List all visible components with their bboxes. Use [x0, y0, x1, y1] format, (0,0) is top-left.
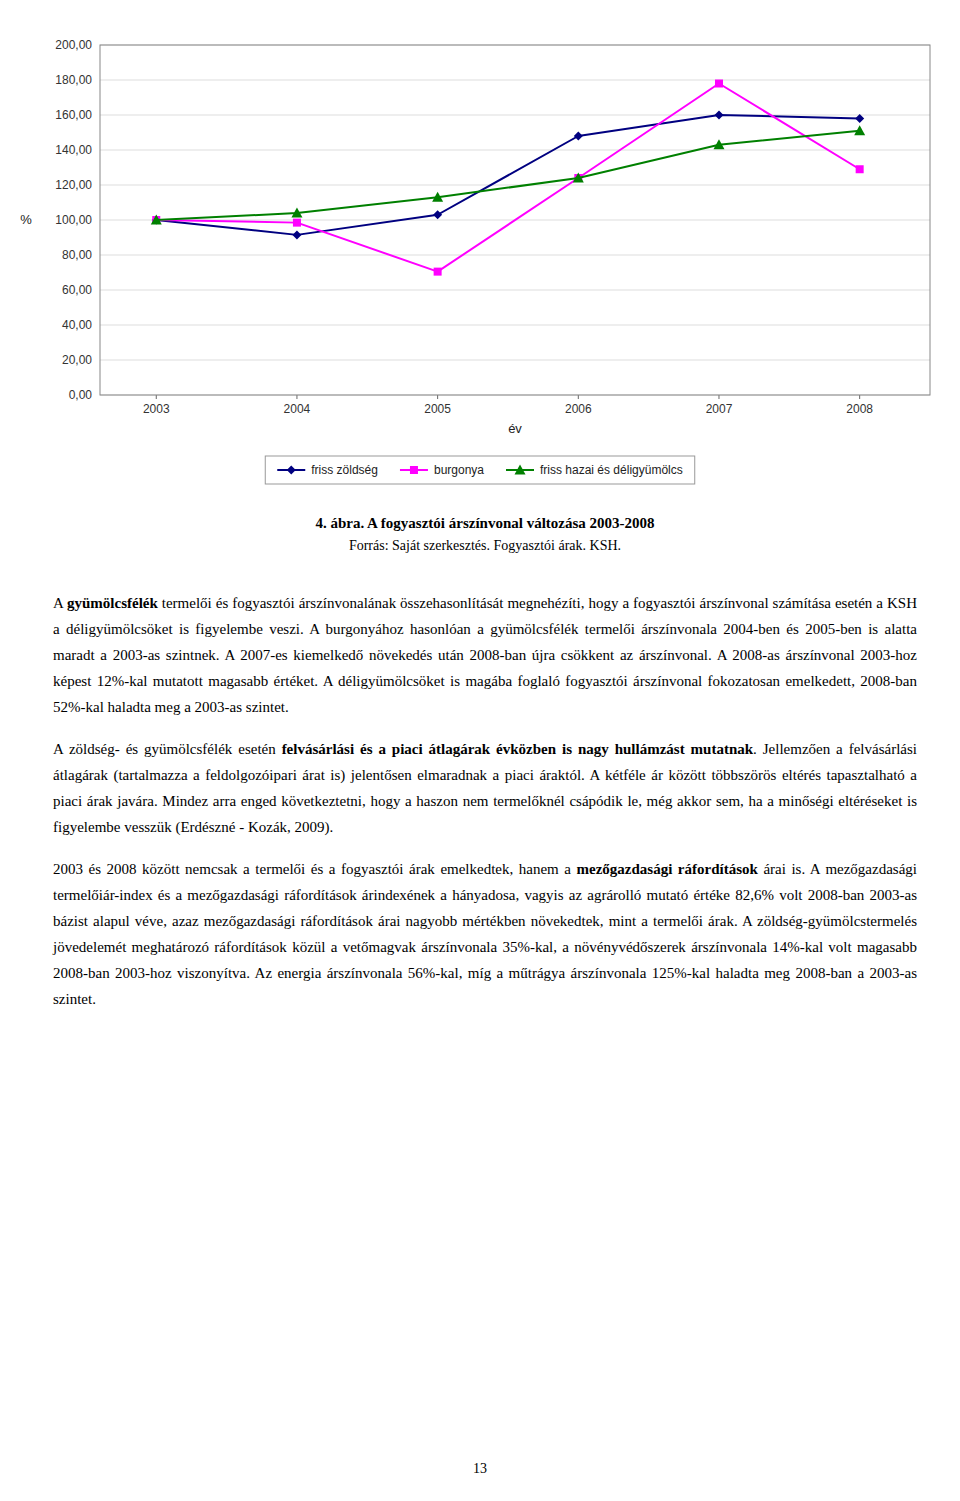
y-tick-label: 40,00 [62, 318, 92, 332]
grid-line [100, 80, 930, 81]
bold-text: felvásárlási és a piaci átlagárak évközb… [282, 741, 753, 757]
grid-line [100, 290, 930, 291]
legend-marker [515, 465, 526, 475]
grid-line [100, 115, 930, 116]
text: A [53, 595, 67, 611]
legend-frame [265, 456, 694, 484]
series-point [715, 80, 723, 88]
x-axis-label: év [508, 421, 522, 436]
page-number: 13 [0, 1461, 960, 1477]
x-tick-label: 2008 [846, 402, 873, 416]
caption: 4. ábra. A fogyasztói árszínvonal változ… [53, 515, 917, 554]
x-tick [578, 395, 579, 399]
x-tick [859, 395, 860, 399]
series-point [432, 192, 443, 202]
grid-line [100, 360, 930, 361]
chart: 0,00 20,00 40,00 60,00 80,00 100,00 120,00 140,… [0, 0, 960, 505]
legend-marker [287, 466, 296, 475]
title: 4. ábra. A fogyasztói árszínvonal változ… [53, 515, 917, 532]
grid [100, 45, 930, 395]
y-tick-label: 180,00 [55, 73, 92, 87]
grid-line [100, 150, 930, 151]
body-text: A gyümölcsfélék termelői és fogyasztói á… [53, 590, 917, 1028]
paragraph: 2003 és 2008 között nemcsak a termelői é… [53, 856, 917, 1012]
series-point [292, 230, 301, 239]
legend: friss zöldség burgonya friss hazai és déli… [265, 456, 694, 484]
text: termelői és fogyasztói árszínvonalának ö… [53, 595, 917, 715]
grid-line [100, 325, 930, 326]
legend-marker [410, 466, 418, 474]
legend-item: burgonya [400, 463, 484, 477]
y-tick-label: 80,00 [62, 248, 92, 262]
bold-text: gyümölcsfélék [67, 595, 158, 611]
plot-data [151, 80, 865, 276]
series-point [433, 210, 442, 219]
x-tick [156, 395, 157, 399]
y-tick-label: 100,00 [55, 213, 92, 227]
y-axis-label: % [20, 212, 32, 227]
bold-text: mezőgazdasági ráfordítások [577, 861, 758, 877]
y-tick-label: 120,00 [55, 178, 92, 192]
series-point [151, 215, 162, 225]
plot-frame [100, 45, 930, 395]
x-tick-label: 2005 [424, 402, 451, 416]
text: árai is. A mezőgazdasági termelőiár-inde… [53, 861, 917, 1007]
y-tick-label: 160,00 [55, 108, 92, 122]
grid-line [100, 185, 930, 186]
paragraph: A gyümölcsfélék termelői és fogyasztói á… [53, 590, 917, 720]
x-tick [718, 395, 719, 399]
series-point [293, 219, 301, 227]
y-tick-label: 0,00 [69, 388, 93, 402]
series-point [574, 132, 583, 141]
x-tick-label: 2006 [565, 402, 592, 416]
x-tick [296, 395, 297, 399]
legend-item: friss zöldség [277, 463, 378, 477]
paragraph: A zöldség- és gyümölcsfélék esetén felvá… [53, 736, 917, 840]
series-point [713, 139, 724, 149]
x-tick [437, 395, 438, 399]
y-tick-label: 60,00 [62, 283, 92, 297]
y-tick-label: 200,00 [55, 38, 92, 52]
series-line [156, 131, 859, 220]
series-line [156, 84, 859, 272]
text: A zöldség- és gyümölcsfélék esetén [53, 741, 282, 757]
series-point [855, 114, 864, 123]
x-tick-label: 2003 [143, 402, 170, 416]
series-point [856, 165, 864, 173]
legend-item: friss hazai és déligyümölcs [506, 463, 683, 477]
series-point [434, 268, 442, 276]
series-point [854, 125, 865, 135]
x-tick-label: 2007 [706, 402, 733, 416]
series-point [714, 111, 723, 120]
grid-line [100, 255, 930, 256]
y-tick-label: 140,00 [55, 143, 92, 157]
series-point [573, 173, 584, 183]
legend-label: friss hazai és déligyümölcs [540, 463, 683, 477]
legend-label: burgonya [434, 463, 484, 477]
subtitle: Forrás: Saját szerkesztés. Fogyasztói ár… [53, 538, 917, 554]
series-point [291, 208, 302, 218]
y-tick-label: 20,00 [62, 353, 92, 367]
series-line [156, 115, 859, 235]
x-tick-label: 2004 [284, 402, 311, 416]
text: 2003 és 2008 között nemcsak a termelői é… [53, 861, 577, 877]
legend-label: friss zöldség [311, 463, 378, 477]
